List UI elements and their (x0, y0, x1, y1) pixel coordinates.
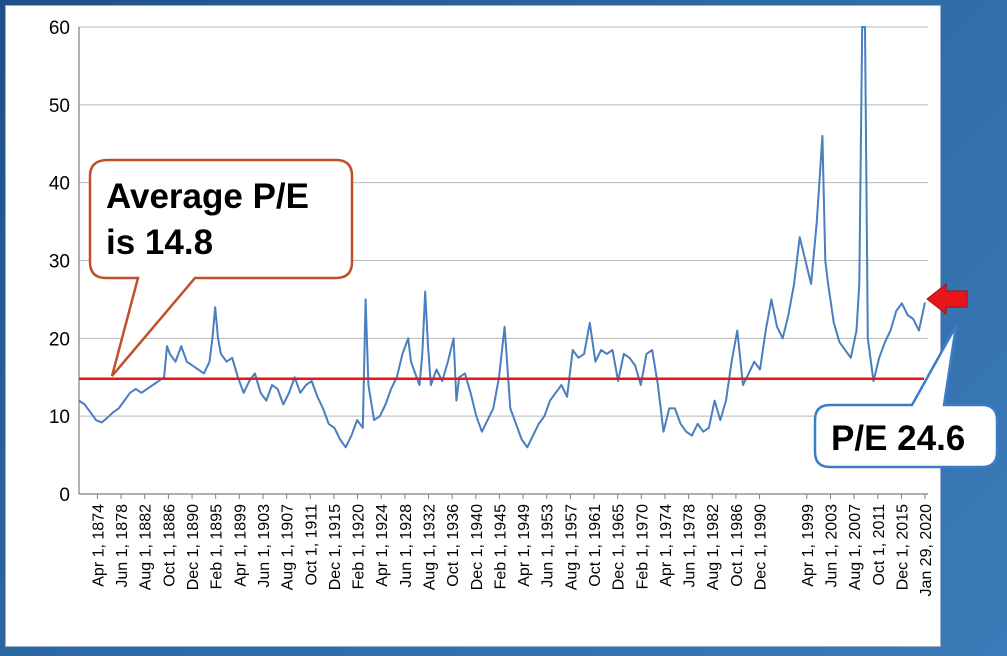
y-tick-label: 10 (49, 407, 70, 428)
average-pe-callout-line2: is 14.8 (106, 223, 213, 262)
current-pe-callout-shape (813, 325, 999, 469)
x-tick-label: Dec 1, 1915 (327, 504, 344, 590)
x-tick-label: Apr 1, 1924 (374, 504, 391, 587)
x-tick-label: Aug 1, 1957 (563, 504, 580, 590)
x-tick-label: Jun 1, 1953 (540, 504, 557, 588)
x-tick-label: Dec 1, 1890 (185, 504, 202, 590)
x-tick-label: Oct 1, 1961 (587, 504, 604, 587)
x-tick-label: Oct 1, 1936 (445, 504, 462, 587)
y-tick-label: 60 (49, 18, 70, 39)
x-tick-label: Apr 1, 1999 (800, 504, 817, 587)
y-tick-label: 0 (59, 485, 70, 506)
axes (78, 27, 928, 499)
y-tick-label: 20 (49, 329, 70, 350)
x-tick-label: Aug 1, 1932 (421, 504, 438, 590)
y-tick-label: 50 (49, 96, 70, 117)
red-arrow-icon (926, 282, 968, 316)
x-tick-label: Jan 29, 2020 (918, 504, 935, 597)
x-tick-label: Dec 1, 1990 (753, 504, 770, 590)
x-tick-label: Jun 1, 2003 (824, 504, 841, 588)
x-tick-label: Apr 1, 1874 (90, 504, 107, 587)
y-tick-labels: 0 10 20 30 40 50 60 (49, 18, 70, 506)
x-tick-label: Jun 1, 1978 (682, 504, 699, 588)
average-pe-callout-line1: Average P/E (106, 177, 309, 216)
current-pe-callout-text: P/E 24.6 (831, 419, 965, 458)
pe-ratio-series-line (78, 26, 926, 449)
x-tick-label: Jun 1, 1903 (256, 504, 273, 588)
x-tick-label: Oct 1, 1886 (161, 504, 178, 587)
x-tick-label: Apr 1, 1974 (658, 504, 675, 587)
series-layer (78, 26, 926, 449)
x-tick-label: Jun 1, 1928 (398, 504, 415, 588)
x-tick-label: Dec 1, 1965 (611, 504, 628, 590)
x-tick-label: Jun 1, 1878 (114, 504, 131, 588)
y-tick-label: 30 (49, 252, 70, 273)
x-tick-label: Aug 1, 1907 (280, 504, 297, 590)
x-tick-label: Feb 1, 1920 (351, 504, 368, 590)
x-tick-label: Oct 1, 1986 (729, 504, 746, 587)
x-tick-label: Dec 1, 1940 (469, 504, 486, 590)
x-tick-label: Oct 1, 2011 (871, 504, 888, 586)
x-tick-label: Feb 1, 1895 (209, 504, 226, 590)
x-tick-labels: Apr 1, 1874 Jun 1, 1878 Aug 1, 1882 Oct 1, … (90, 504, 935, 597)
y-tick-label: 40 (49, 174, 70, 195)
current-pe-callout: P/E 24.6 (813, 325, 999, 469)
x-tick-label: Aug 1, 1882 (138, 504, 155, 590)
average-pe-callout: Average P/E is 14.8 (88, 158, 354, 377)
x-tick-label: Aug 1, 1982 (705, 504, 722, 590)
average-pe-callout-shape (88, 158, 354, 377)
x-tick-label: Oct 1, 1911 (303, 504, 320, 586)
x-tick-label: Apr 1, 1949 (516, 504, 533, 587)
x-tick-label: Feb 1, 1970 (634, 504, 651, 590)
x-tick-label: Aug 1, 2007 (847, 504, 864, 590)
x-tick-label: Feb 1, 1945 (492, 504, 509, 589)
x-tick-label: Dec 1, 2015 (894, 504, 911, 590)
x-tick-label: Apr 1, 1899 (232, 504, 249, 587)
